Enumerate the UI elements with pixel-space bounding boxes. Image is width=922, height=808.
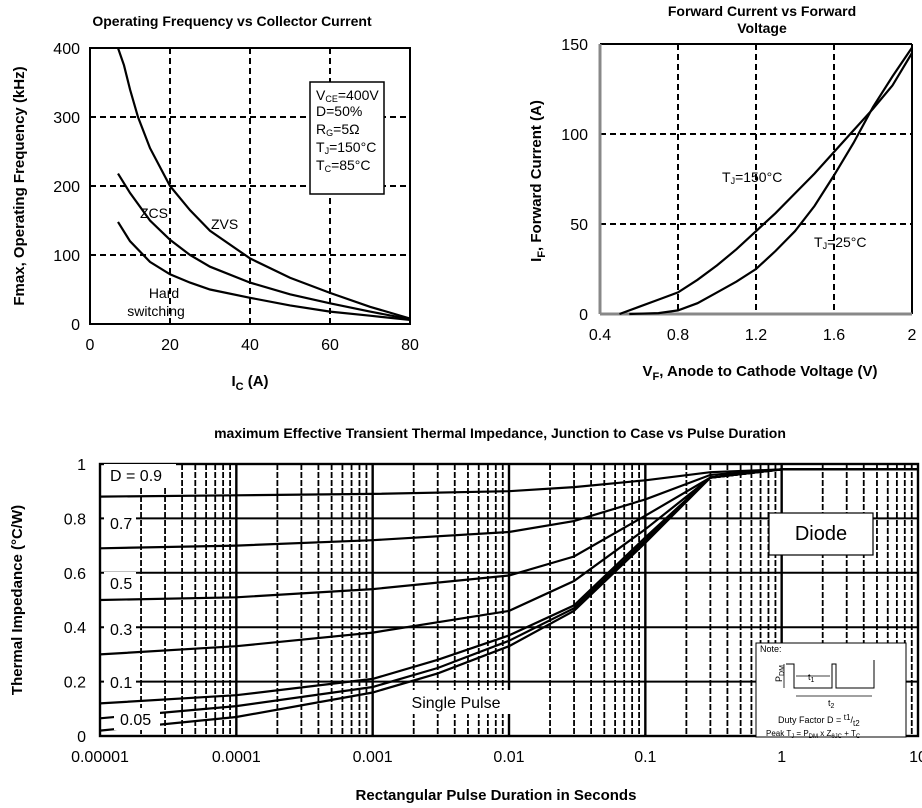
chart1-label-zcs: ZCS <box>140 205 168 221</box>
c1-ytick-0: 0 <box>71 317 80 334</box>
label-single-pulse: Single Pulse <box>412 695 501 712</box>
chart1-series <box>116 47 411 321</box>
c2-xtick-0: 0.4 <box>589 327 611 344</box>
chart3-xlabel: Rectangular Pulse Duration in Seconds <box>356 787 637 804</box>
c1-ytick-2: 200 <box>53 179 80 196</box>
note-peak: Peak TJ = PDM x ZθJC + TC <box>766 729 861 740</box>
c3-xtick-4: 0.1 <box>634 749 656 766</box>
cond-rg: RG=5Ω <box>316 121 360 138</box>
chart2-series <box>619 46 913 316</box>
chart1-label-hard: Hard <box>149 285 179 301</box>
chart1-label-switching: switching <box>127 303 185 319</box>
c1-ytick-4: 400 <box>53 41 80 58</box>
chart3-d-labels: D = 0.9 0.7 0.5 0.3 0.1 0.05 Single Puls… <box>104 464 514 730</box>
chart-thermal-impedance: maximum Effective Transient Thermal Impe… <box>9 425 922 804</box>
label-d005: 0.05 <box>120 712 151 729</box>
note-t2: t2 <box>828 698 835 710</box>
chart3-ticks: 0.00001 0.0001 0.001 0.01 0.1 1 10 0 0.2 0.4 0.6 0.… <box>64 457 922 766</box>
c2-ytick-2: 100 <box>561 127 588 144</box>
label-d03: 0.3 <box>110 622 132 639</box>
c1-series-0 <box>116 47 411 320</box>
c1-frame <box>89 47 411 325</box>
c1-xtick-3: 60 <box>321 337 339 354</box>
c1-xtick-0: 0 <box>86 337 95 354</box>
c3-ytick-1: 0.2 <box>64 675 86 692</box>
c3-ytick-4: 0.8 <box>64 511 86 528</box>
c3-ytick-3: 0.6 <box>64 566 86 583</box>
chart2-title-line1: Forward Current vs Forward <box>668 3 856 19</box>
c3-ytick-5: 1 <box>77 457 86 474</box>
chart3-note-box: Note: PDM t1 t2 Duty Factor D = t1/t2 Pe… <box>755 642 907 740</box>
c1-series-1 <box>117 173 411 321</box>
c3-ytick-2: 0.4 <box>64 620 86 637</box>
note-t1: t1 <box>808 672 815 684</box>
chart3-title: maximum Effective Transient Thermal Impe… <box>214 425 786 441</box>
chart1-xlabel: IC (A) <box>231 373 268 393</box>
c1-xtick-2: 40 <box>241 337 259 354</box>
label-d07: 0.7 <box>110 516 132 533</box>
chart3-grid <box>98 462 920 738</box>
chart2-xlabel: VF, Anode to Cathode Voltage (V) <box>642 363 877 383</box>
c2-xtick-1: 0.8 <box>667 327 689 344</box>
note-title: Note: <box>760 644 782 654</box>
chart-forward-current: Forward Current vs Forward Voltage 0.4 0.… <box>528 3 917 383</box>
c3-xtick-1: 0.0001 <box>212 749 261 766</box>
c2-xtick-3: 1.6 <box>823 327 845 344</box>
c2-series-1 <box>629 46 913 316</box>
chart-operating-frequency: Operating Frequency vs Collector Current… <box>11 13 419 393</box>
c2-ytick-1: 50 <box>570 217 588 234</box>
chart2-ticks: 0.4 0.8 1.2 1.6 2 0 50 100 150 <box>561 37 916 344</box>
note-pdm: PDM <box>774 665 786 682</box>
c3-xtick-6: 10 <box>909 749 922 766</box>
chart2-label-150c: TJ=150°C <box>722 169 782 186</box>
chart3-ylabel: Thermal Impedance (°C/W) <box>9 505 26 695</box>
cond-tj: TJ=150°C <box>316 139 376 156</box>
c1-ytick-3: 300 <box>53 110 80 127</box>
chart1-ylabel: Fmax, Operating Frequency (kHz) <box>11 66 28 305</box>
cond-tc: TC=85°C <box>316 157 371 174</box>
chart1-title: Operating Frequency vs Collector Current <box>92 13 372 29</box>
pulse-waveform <box>786 660 875 689</box>
c1-ytick-1: 100 <box>53 248 80 265</box>
label-d01: 0.1 <box>110 675 132 692</box>
c1-xtick-1: 20 <box>161 337 179 354</box>
c2-xtick-4: 2 <box>908 327 917 344</box>
chart1-label-zvs: ZVS <box>211 216 238 232</box>
label-d09: D = 0.9 <box>110 468 162 485</box>
c2-xtick-2: 1.2 <box>745 327 767 344</box>
c1-xtick-4: 80 <box>401 337 419 354</box>
chart1-conditions-box: VCE=400V D=50% RG=5Ω TJ=150°C TC=85°C <box>309 81 385 195</box>
c2-ytick-3: 150 <box>561 37 588 54</box>
chart2-ylabel: IF, Forward Current (A) <box>528 100 548 262</box>
chart2-label-25c: TJ=25°C <box>814 234 867 251</box>
cond-duty: D=50% <box>316 103 362 119</box>
chart3-diode-box: Diode <box>768 512 874 556</box>
label-d05: 0.5 <box>110 576 132 593</box>
c1-series-2 <box>117 221 411 321</box>
c2-ytick-0: 0 <box>579 307 588 324</box>
c3-ytick-0: 0 <box>77 729 86 746</box>
note-duty: Duty Factor D = t1/t2 <box>778 713 860 728</box>
c3-xtick-5: 1 <box>777 749 786 766</box>
c2-series-0 <box>619 52 913 316</box>
chart1-ticks: 0 20 40 60 80 0 100 200 300 400 <box>53 41 419 354</box>
chart2-title-line2: Voltage <box>737 20 787 36</box>
c3-xtick-3: 0.01 <box>493 749 524 766</box>
diode-label: Diode <box>795 523 847 545</box>
c3-series-6 <box>99 468 918 732</box>
c3-xtick-0: 0.00001 <box>71 749 129 766</box>
chart3-series <box>99 468 918 732</box>
c3-xtick-2: 0.001 <box>353 749 393 766</box>
